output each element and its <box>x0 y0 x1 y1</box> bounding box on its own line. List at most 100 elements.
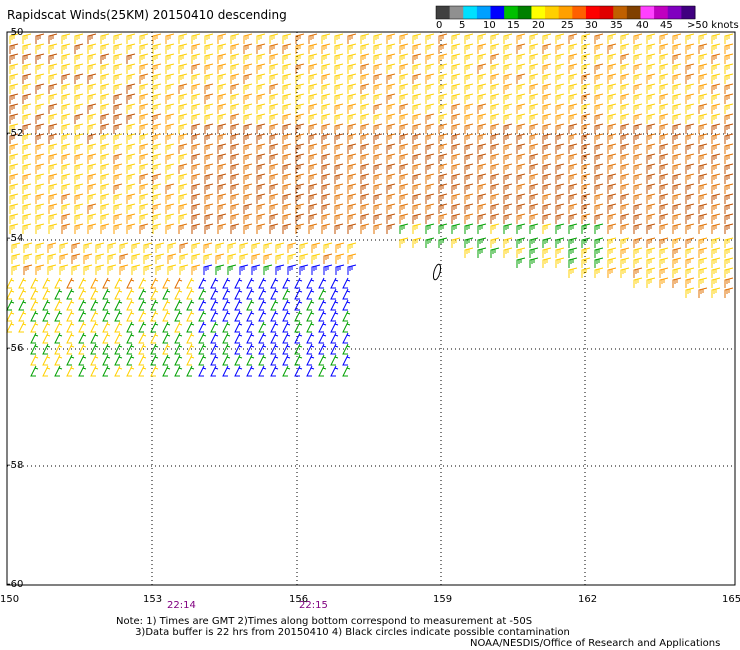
wind-barb <box>347 63 357 74</box>
wind-barb <box>178 83 188 94</box>
wind-barb <box>672 203 682 214</box>
wind-barb <box>126 33 136 44</box>
wind-barb <box>204 203 214 214</box>
wind-barb <box>646 267 656 278</box>
wind-barb <box>204 63 214 74</box>
wind-barb <box>724 123 734 134</box>
wind-barb <box>295 203 305 214</box>
wind-barb <box>152 73 162 84</box>
wind-barb <box>204 223 214 234</box>
wind-barb <box>35 153 45 164</box>
wind-barb <box>607 247 617 258</box>
wind-barb <box>246 277 255 289</box>
wind-barb <box>282 365 291 377</box>
wind-barb <box>607 103 617 114</box>
wind-barb <box>490 247 500 258</box>
wind-barb <box>191 173 201 184</box>
wind-barb <box>542 53 552 64</box>
wind-barb <box>22 83 32 94</box>
wind-barb <box>204 183 214 194</box>
wind-barb <box>139 153 149 164</box>
wind-barb <box>698 203 708 214</box>
wind-barb <box>217 153 227 164</box>
wind-barb <box>100 93 110 104</box>
wind-barb <box>191 253 201 264</box>
wind-barb <box>243 163 253 174</box>
wind-barb <box>48 103 58 114</box>
wind-barb <box>234 354 243 366</box>
wind-barb <box>503 93 513 104</box>
wind-barb <box>100 123 110 134</box>
wind-barb <box>724 103 734 114</box>
wind-barb <box>516 43 526 54</box>
wind-barb <box>451 43 461 54</box>
wind-barb <box>724 83 734 94</box>
wind-barb <box>412 63 422 74</box>
wind-barb <box>54 299 63 311</box>
wind-barb <box>256 173 266 184</box>
wind-barb <box>138 321 147 333</box>
wind-barb <box>659 203 669 214</box>
wind-barb <box>165 203 175 214</box>
wind-barb <box>74 213 84 224</box>
wind-barb <box>490 93 500 104</box>
wind-barb <box>360 193 370 204</box>
wind-barb <box>685 53 695 64</box>
wind-barb <box>139 63 149 74</box>
wind-barb <box>126 53 136 64</box>
wind-barb <box>256 113 266 124</box>
wind-barb <box>66 310 75 322</box>
wind-barb <box>542 183 552 194</box>
wind-barb <box>61 43 71 54</box>
wind-barb <box>9 63 19 74</box>
wind-barb <box>685 73 695 84</box>
wind-barb <box>529 183 539 194</box>
wind-barb <box>568 103 578 114</box>
wind-barb <box>9 163 19 174</box>
wind-barb <box>61 193 71 204</box>
wind-barb <box>295 63 305 74</box>
wind-barb <box>581 73 591 84</box>
wind-barb <box>698 237 708 248</box>
wind-barb <box>555 93 565 104</box>
wind-barb <box>222 343 231 355</box>
wind-barb <box>412 83 422 94</box>
wind-barb <box>178 193 188 204</box>
wind-barb <box>685 63 695 74</box>
wind-barb <box>399 83 409 94</box>
wind-barb <box>386 153 396 164</box>
wind-barb <box>74 63 84 74</box>
wind-barb <box>152 163 162 174</box>
wind-barb <box>568 143 578 154</box>
wind-barb <box>152 193 162 204</box>
wind-barb <box>90 354 99 366</box>
wind-barb <box>308 73 318 84</box>
wind-barb <box>347 264 357 275</box>
wind-barb <box>230 33 240 44</box>
wind-barb <box>347 203 357 214</box>
wind-barb <box>311 253 321 264</box>
wind-barb <box>451 73 461 84</box>
wind-barb <box>360 123 370 134</box>
wind-barb <box>30 365 39 377</box>
wind-barb <box>581 163 591 174</box>
wind-barb <box>150 299 159 311</box>
wind-barb <box>323 264 333 275</box>
wind-barb <box>263 253 273 264</box>
wind-barb <box>633 73 643 84</box>
wind-barb <box>646 33 656 44</box>
wind-barb <box>35 63 45 74</box>
wind-barb <box>555 133 565 144</box>
wind-barb <box>217 223 227 234</box>
wind-barb <box>399 43 409 54</box>
wind-barb <box>503 183 513 194</box>
wind-barb <box>126 365 135 377</box>
wind-barb <box>490 183 500 194</box>
wind-barb <box>555 73 565 84</box>
wind-barb <box>230 183 240 194</box>
wind-barb <box>581 257 591 268</box>
wind-barb <box>239 253 249 264</box>
wind-barb <box>152 153 162 164</box>
wind-barb <box>555 247 565 258</box>
wind-barb <box>30 332 39 344</box>
